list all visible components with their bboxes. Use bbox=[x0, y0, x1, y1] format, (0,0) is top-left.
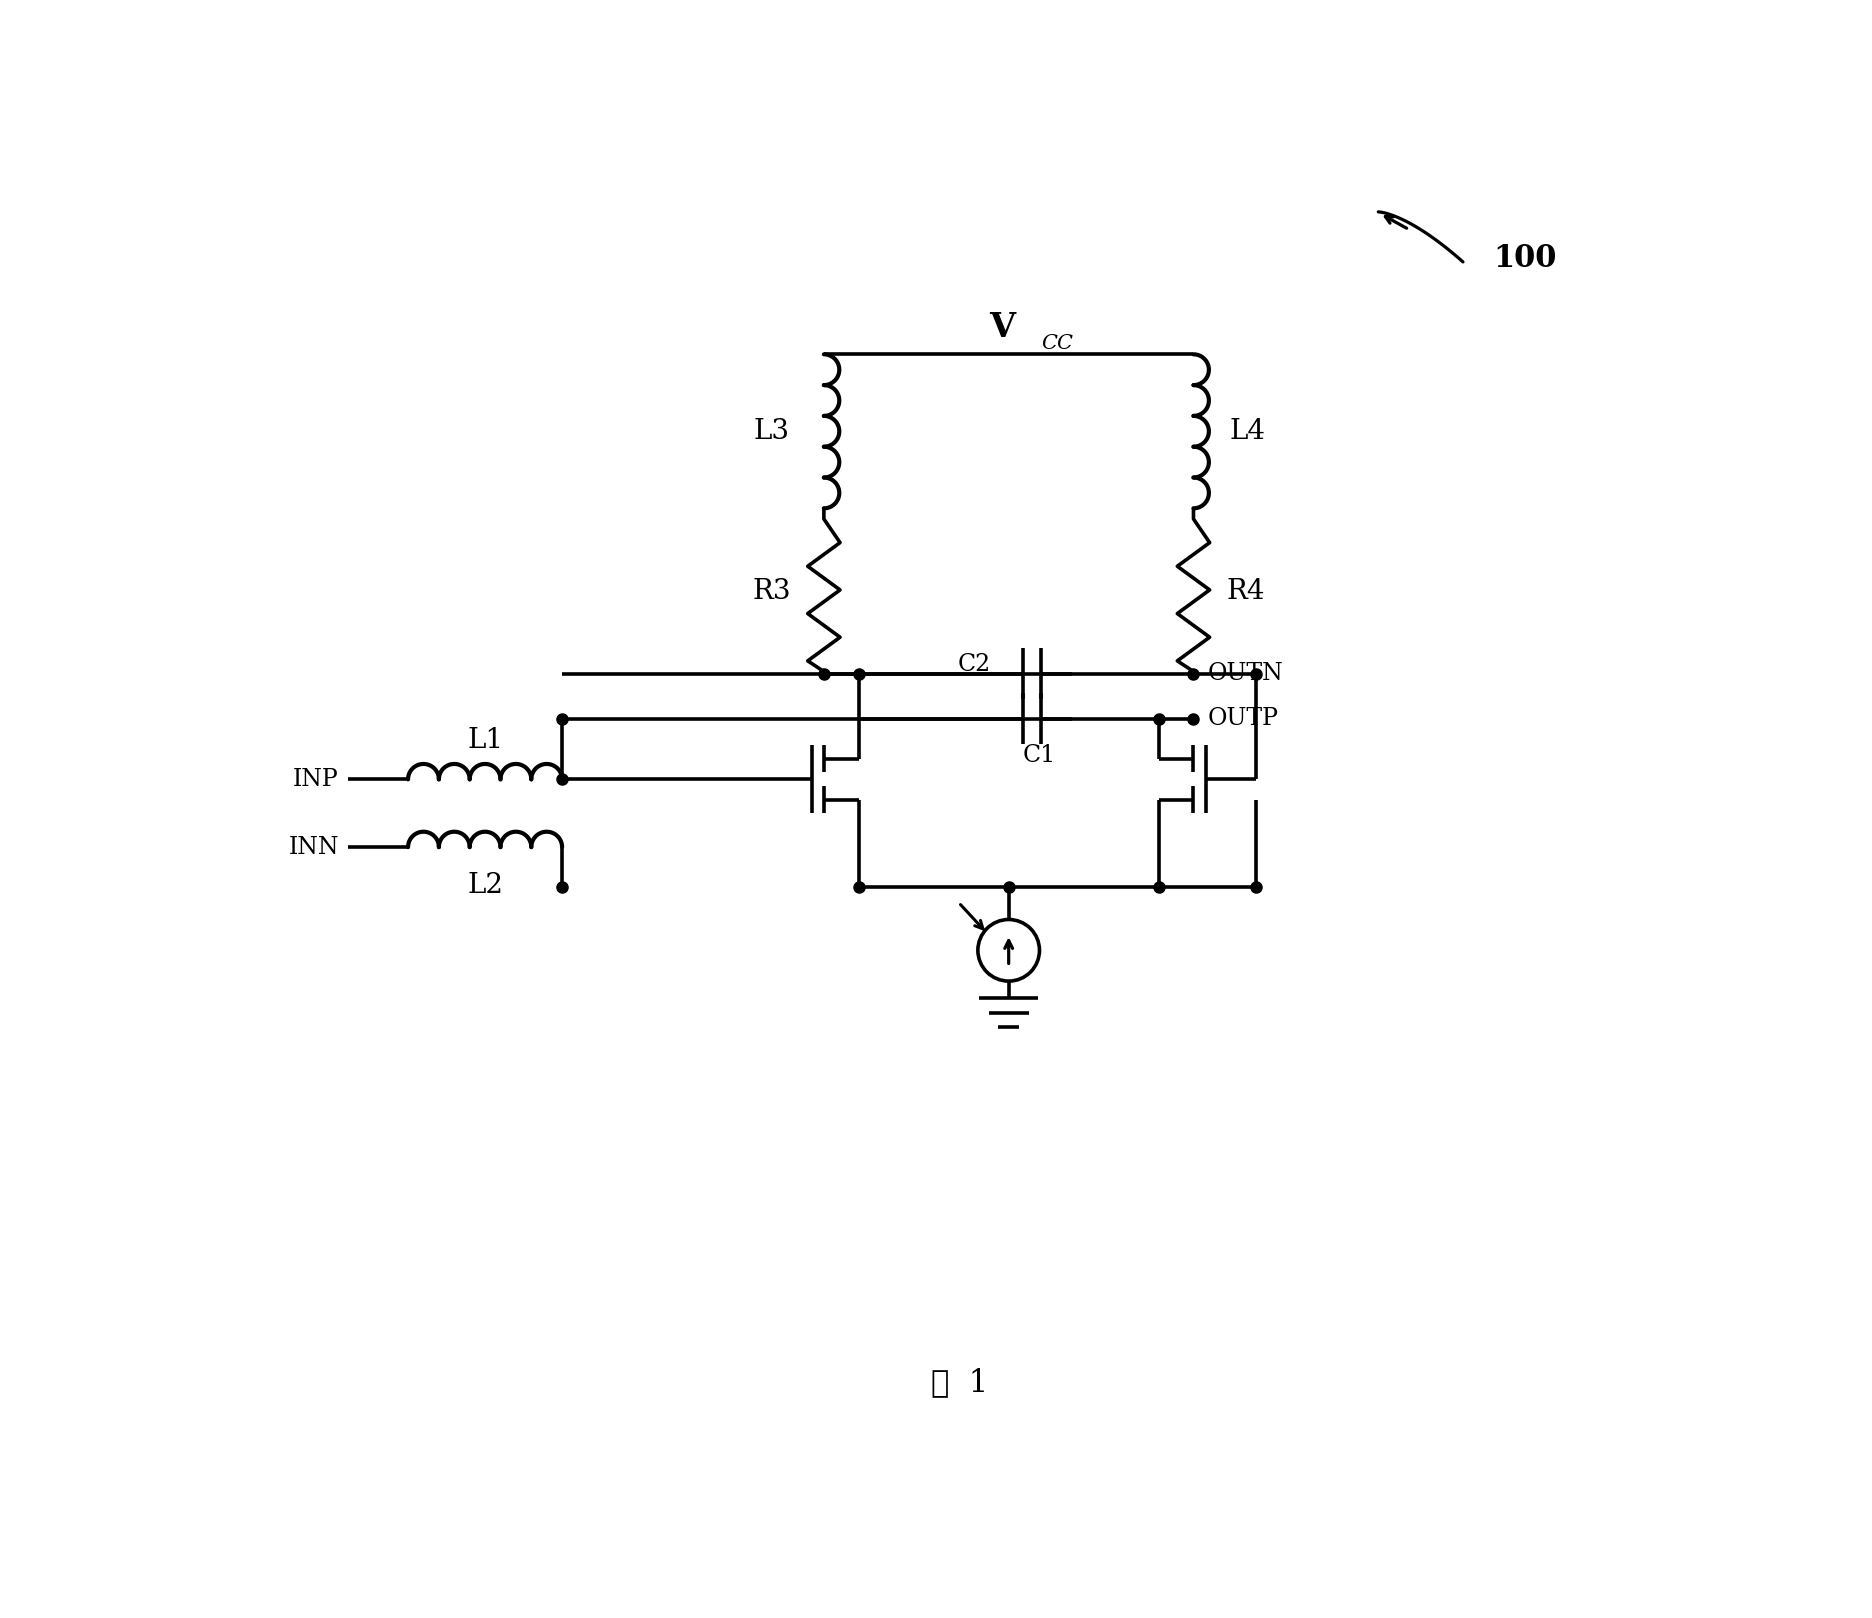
Text: L4: L4 bbox=[1230, 417, 1265, 445]
Text: INP: INP bbox=[294, 769, 339, 791]
Text: L3: L3 bbox=[754, 417, 790, 445]
Text: OUTN: OUTN bbox=[1207, 662, 1282, 686]
Text: L2: L2 bbox=[468, 872, 504, 900]
Text: C1: C1 bbox=[1022, 744, 1056, 767]
Text: 图  1: 图 1 bbox=[930, 1367, 988, 1398]
Text: CC: CC bbox=[1041, 333, 1073, 353]
Text: R3: R3 bbox=[753, 578, 790, 605]
Text: C2: C2 bbox=[957, 654, 990, 676]
Text: INN: INN bbox=[288, 835, 339, 859]
Text: OUTP: OUTP bbox=[1207, 707, 1279, 730]
Text: 100: 100 bbox=[1494, 243, 1558, 273]
Text: R4: R4 bbox=[1226, 578, 1265, 605]
Text: V: V bbox=[990, 311, 1015, 345]
Text: L1: L1 bbox=[466, 728, 504, 754]
